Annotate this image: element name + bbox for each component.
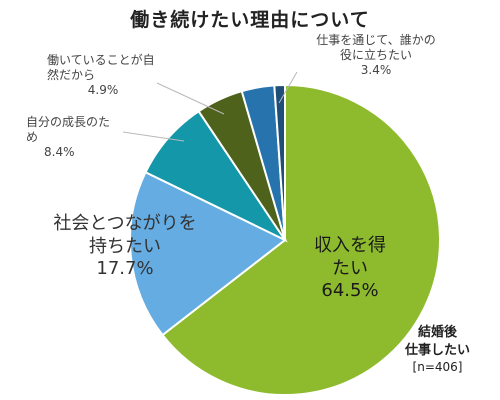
slice-label-contribute-text: 仕事を通じて、誰かの役に立ちたい	[316, 33, 436, 62]
chart-title: 働き続けたい理由について	[130, 9, 370, 31]
slice-value-income: 64.5%	[321, 280, 379, 301]
pie-slice-0	[161, 83, 441, 396]
note-line-2: 仕事したい	[405, 342, 471, 358]
slice-label-growth: 自分の成長のため 8.4%	[26, 115, 126, 160]
slice-label-income: 収入を得たい 64.5%	[300, 235, 400, 303]
sample-note: 結婚後 仕事したい [n=406]	[405, 324, 470, 375]
slice-value-society: 17.7%	[96, 258, 154, 279]
slice-label-natural: 働いていることが自然だから 4.9%	[47, 53, 159, 98]
slice-value-natural: 4.9%	[87, 83, 119, 97]
leader-line-growth	[122, 131, 185, 142]
slice-label-society-text: 社会とつながりを持ちたい	[53, 213, 197, 257]
slice-label-society: 社会とつながりを持ちたい 17.7%	[40, 213, 210, 281]
note-line-1: 結婚後	[418, 325, 458, 340]
pie-slice-1	[129, 170, 287, 337]
slice-label-contribute: 仕事を通じて、誰かの役に立ちたい 3.4%	[312, 33, 440, 78]
slice-label-natural-text: 働いていることが自然だから	[47, 53, 155, 82]
leader-line-natural	[156, 82, 225, 115]
leader-line-contribute	[278, 71, 298, 104]
slice-value-growth: 8.4%	[44, 145, 75, 159]
pie-slice-5	[273, 83, 286, 241]
slice-label-income-text: 収入を得たい	[314, 235, 386, 279]
slice-value-contribute: 3.4%	[360, 63, 392, 77]
slice-label-growth-text: 自分の成長のため	[26, 115, 111, 144]
note-sample-size: [n=406]	[412, 360, 463, 375]
